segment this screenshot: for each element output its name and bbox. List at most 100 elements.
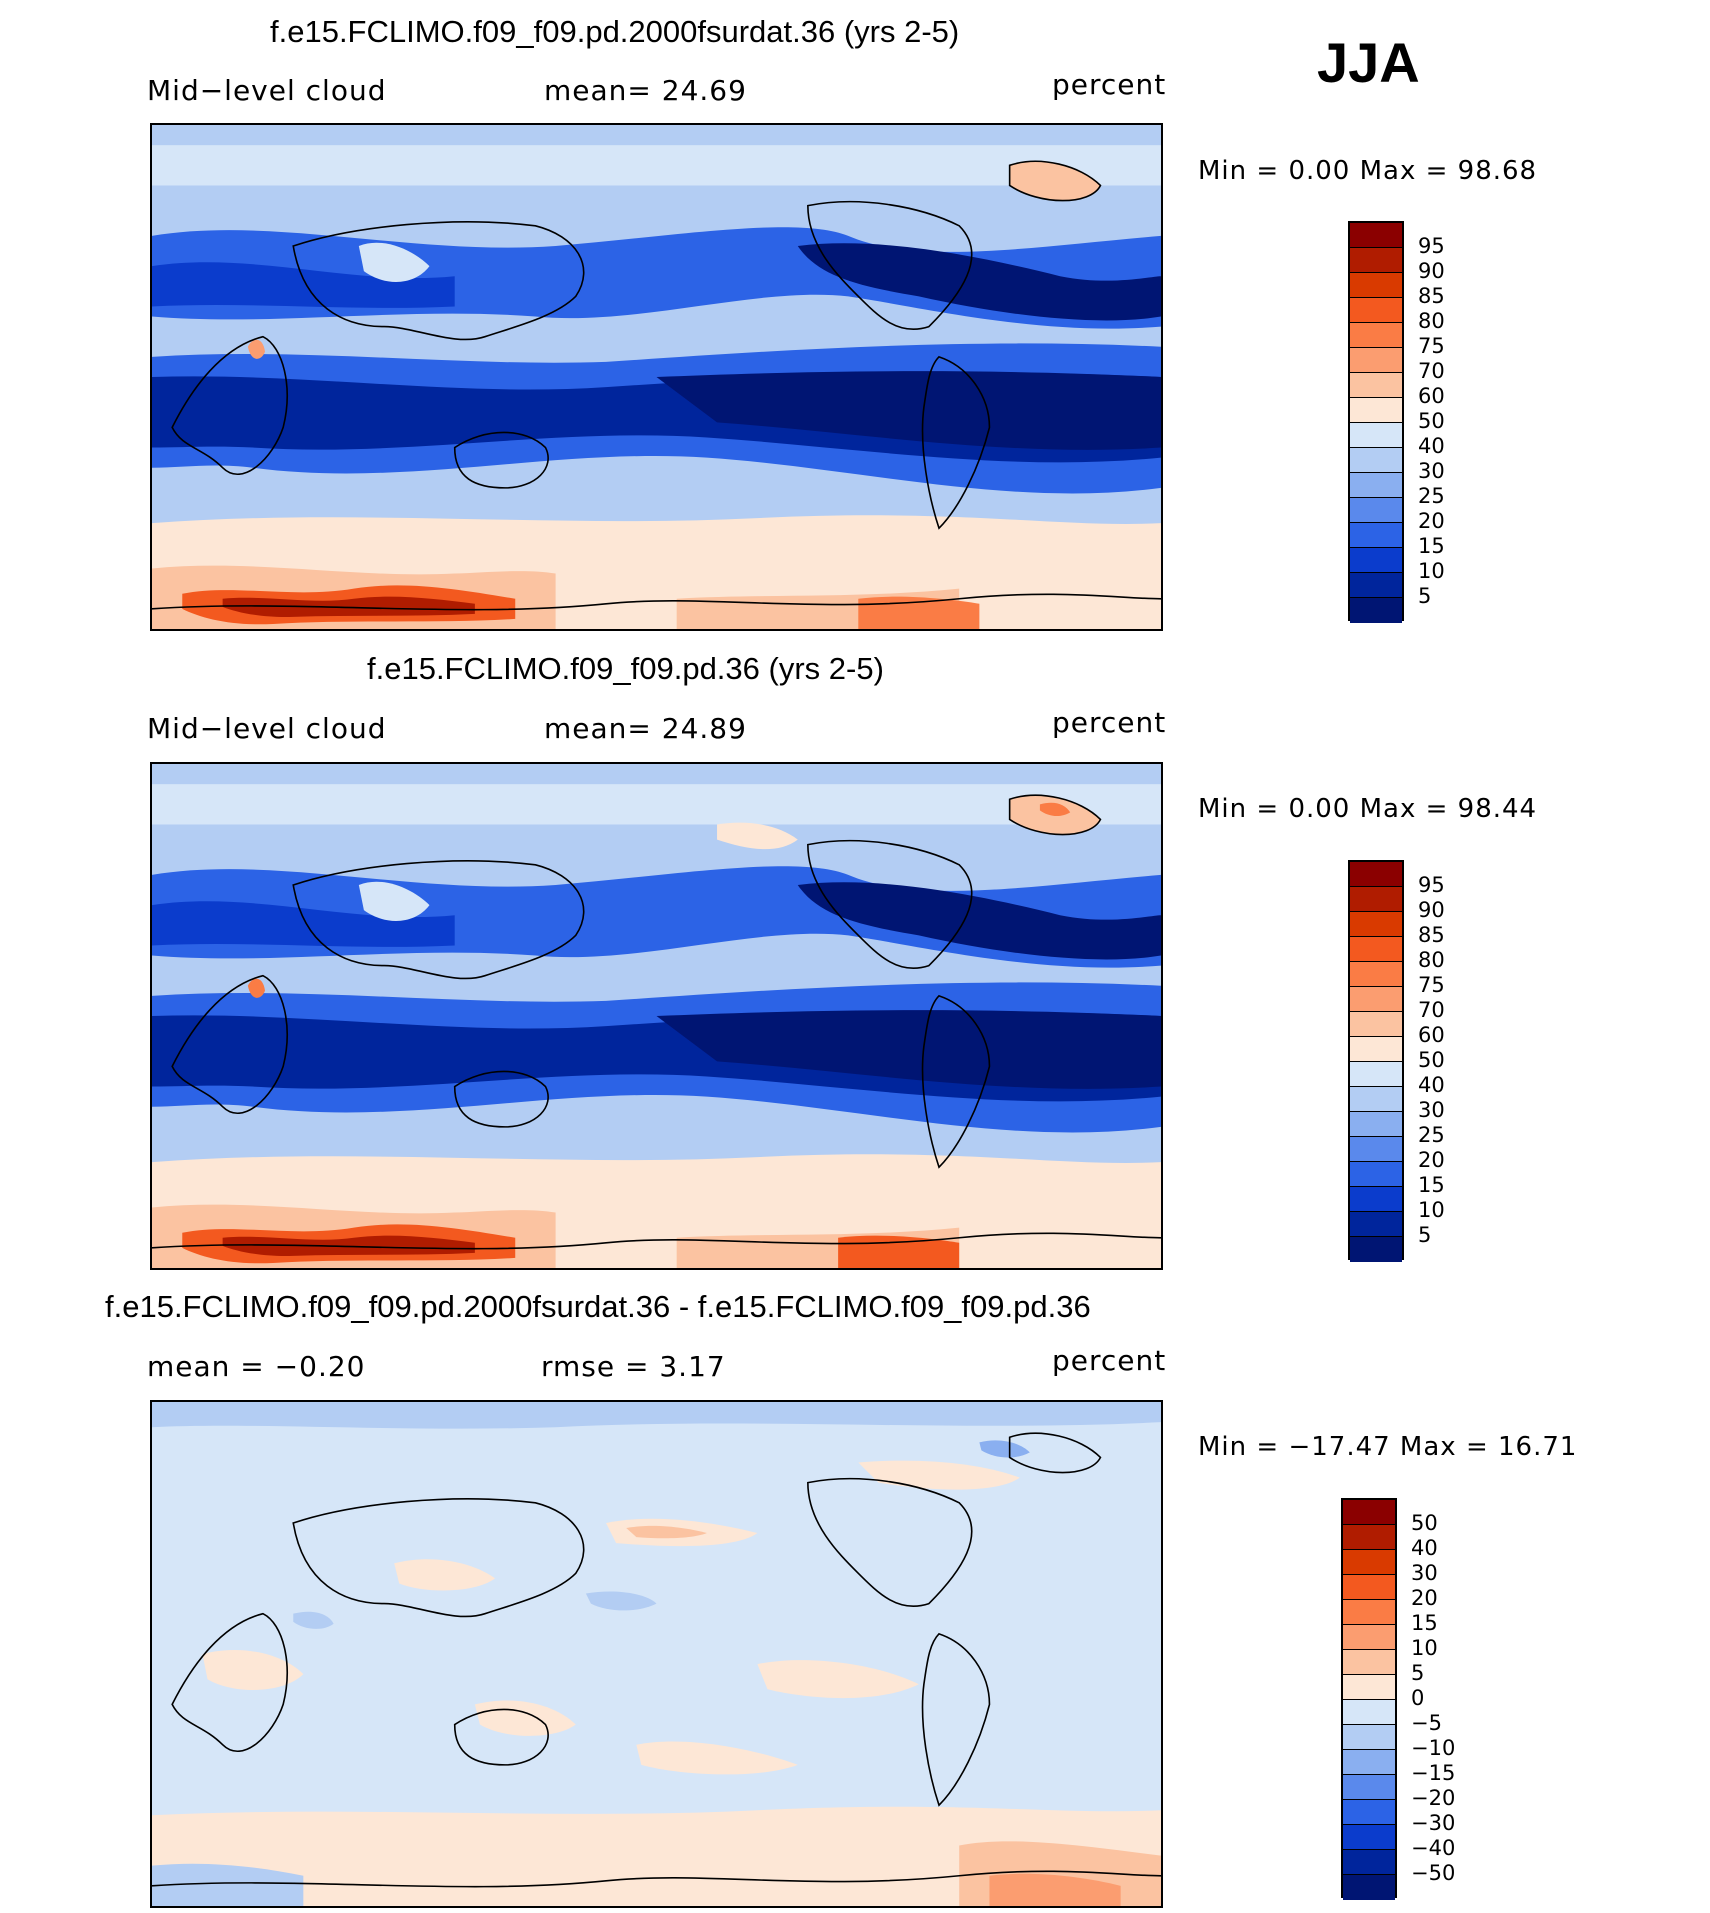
units-label: percent bbox=[1052, 68, 1167, 101]
colorbar-tick-label: 95 bbox=[1418, 234, 1445, 258]
colorbar-swatch bbox=[1350, 473, 1402, 498]
colorbar-swatch bbox=[1343, 1525, 1395, 1550]
contour-map bbox=[152, 125, 1161, 629]
colorbar-swatch bbox=[1350, 1187, 1402, 1212]
colorbar-swatch bbox=[1343, 1875, 1395, 1900]
units-label: percent bbox=[1052, 706, 1167, 739]
colorbar-tick-label: 10 bbox=[1418, 1198, 1445, 1222]
colorbar-tick-label: −40 bbox=[1411, 1836, 1456, 1860]
colorbar bbox=[1348, 221, 1404, 623]
colorbar-tick-label: 70 bbox=[1418, 359, 1445, 383]
colorbar-swatch bbox=[1350, 423, 1402, 448]
contour-map bbox=[152, 764, 1161, 1268]
colorbar-swatch bbox=[1350, 937, 1402, 962]
colorbar-swatch bbox=[1343, 1775, 1395, 1800]
colorbar-swatch bbox=[1343, 1825, 1395, 1850]
colorbar-tick-label: −5 bbox=[1411, 1711, 1442, 1735]
colorbar-swatch bbox=[1350, 862, 1402, 887]
colorbar-swatch bbox=[1350, 373, 1402, 398]
colorbar-swatch bbox=[1343, 1500, 1395, 1525]
colorbar-tick-label: 15 bbox=[1418, 534, 1445, 558]
colorbar-swatch bbox=[1350, 1162, 1402, 1187]
colorbar-tick-label: 10 bbox=[1418, 559, 1445, 583]
colorbar-tick-label: −10 bbox=[1411, 1736, 1456, 1760]
colorbar-swatch bbox=[1343, 1650, 1395, 1675]
colorbar-swatch bbox=[1343, 1625, 1395, 1650]
colorbar-tick-label: 95 bbox=[1418, 873, 1445, 897]
colorbar-tick-label: 40 bbox=[1418, 434, 1445, 458]
colorbar-swatch bbox=[1350, 248, 1402, 273]
colorbar-tick-label: 25 bbox=[1418, 484, 1445, 508]
season-label: JJA bbox=[1317, 31, 1420, 94]
panel-title: f.e15.FCLIMO.f09_f09.pd.2000fsurdat.36 (… bbox=[270, 14, 960, 49]
colorbar-swatch bbox=[1350, 298, 1402, 323]
colorbar-swatch bbox=[1350, 1062, 1402, 1087]
colorbar-swatch bbox=[1343, 1575, 1395, 1600]
colorbar-swatch bbox=[1350, 548, 1402, 573]
colorbar-swatch bbox=[1350, 987, 1402, 1012]
colorbar-tick-label: 5 bbox=[1411, 1661, 1425, 1685]
colorbar bbox=[1341, 1498, 1397, 1900]
colorbar-swatch bbox=[1350, 273, 1402, 298]
minmax-label: Min = −17.47 Max = 16.71 bbox=[1198, 1432, 1578, 1462]
colorbar-swatch bbox=[1350, 598, 1402, 623]
panel-title: f.e15.FCLIMO.f09_f09.pd.36 (yrs 2-5) bbox=[367, 651, 884, 686]
colorbar-tick-label: 15 bbox=[1418, 1173, 1445, 1197]
colorbar-tick-label: 60 bbox=[1418, 1023, 1445, 1047]
colorbar-swatch bbox=[1350, 1237, 1402, 1262]
mean-label: mean = −0.20 bbox=[147, 1350, 366, 1383]
colorbar-swatch bbox=[1350, 1112, 1402, 1137]
colorbar-tick-label: 30 bbox=[1411, 1561, 1438, 1585]
colorbar-tick-label: 40 bbox=[1418, 1073, 1445, 1097]
rmse-label: rmse = 3.17 bbox=[541, 1350, 726, 1383]
colorbar-tick-label: 75 bbox=[1418, 973, 1445, 997]
colorbar-swatch bbox=[1343, 1750, 1395, 1775]
colorbar-tick-label: 70 bbox=[1418, 998, 1445, 1022]
colorbar-tick-label: 40 bbox=[1411, 1536, 1438, 1560]
colorbar-swatch bbox=[1343, 1600, 1395, 1625]
colorbar-tick-label: 60 bbox=[1418, 384, 1445, 408]
colorbar-tick-label: 85 bbox=[1418, 923, 1445, 947]
colorbar-tick-label: 20 bbox=[1418, 509, 1445, 533]
colorbar-tick-label: −15 bbox=[1411, 1761, 1456, 1785]
colorbar-tick-label: 10 bbox=[1411, 1636, 1438, 1660]
colorbar-tick-label: −20 bbox=[1411, 1786, 1456, 1810]
colorbar-tick-label: 15 bbox=[1411, 1611, 1438, 1635]
colorbar-swatch bbox=[1343, 1550, 1395, 1575]
colorbar bbox=[1348, 860, 1404, 1262]
colorbar-tick-label: 30 bbox=[1418, 1098, 1445, 1122]
colorbar-tick-label: 5 bbox=[1418, 1223, 1432, 1247]
colorbar-swatch bbox=[1350, 887, 1402, 912]
colorbar-tick-label: 85 bbox=[1418, 284, 1445, 308]
colorbar-swatch bbox=[1350, 223, 1402, 248]
colorbar-swatch bbox=[1350, 1037, 1402, 1062]
colorbar-tick-label: 20 bbox=[1418, 1148, 1445, 1172]
mean-label: mean= 24.89 bbox=[544, 712, 747, 745]
colorbar-swatch bbox=[1350, 573, 1402, 598]
colorbar-swatch bbox=[1350, 398, 1402, 423]
colorbar-swatch bbox=[1343, 1800, 1395, 1825]
minmax-label: Min = 0.00 Max = 98.68 bbox=[1198, 156, 1538, 186]
colorbar-swatch bbox=[1343, 1725, 1395, 1750]
colorbar-tick-label: 5 bbox=[1418, 584, 1432, 608]
colorbar-tick-label: 80 bbox=[1418, 948, 1445, 972]
colorbar-swatch bbox=[1350, 448, 1402, 473]
colorbar-swatch bbox=[1350, 523, 1402, 548]
field-label: Mid−level cloud bbox=[147, 74, 387, 107]
colorbar-swatch bbox=[1350, 498, 1402, 523]
cloud-map-panel bbox=[150, 762, 1163, 1270]
colorbar-tick-label: 50 bbox=[1418, 409, 1445, 433]
colorbar-tick-label: 75 bbox=[1418, 334, 1445, 358]
field-label: Mid−level cloud bbox=[147, 712, 387, 745]
contour-map bbox=[152, 1402, 1161, 1906]
units-label: percent bbox=[1052, 1344, 1167, 1377]
colorbar-swatch bbox=[1350, 1137, 1402, 1162]
colorbar-swatch bbox=[1350, 323, 1402, 348]
colorbar-tick-label: 90 bbox=[1418, 898, 1445, 922]
colorbar-tick-label: −50 bbox=[1411, 1861, 1456, 1885]
colorbar-tick-label: 50 bbox=[1418, 1048, 1445, 1072]
colorbar-swatch bbox=[1343, 1700, 1395, 1725]
panel-title: f.e15.FCLIMO.f09_f09.pd.2000fsurdat.36 -… bbox=[105, 1289, 1091, 1324]
mean-label: mean= 24.69 bbox=[544, 74, 747, 107]
colorbar-tick-label: 30 bbox=[1418, 459, 1445, 483]
